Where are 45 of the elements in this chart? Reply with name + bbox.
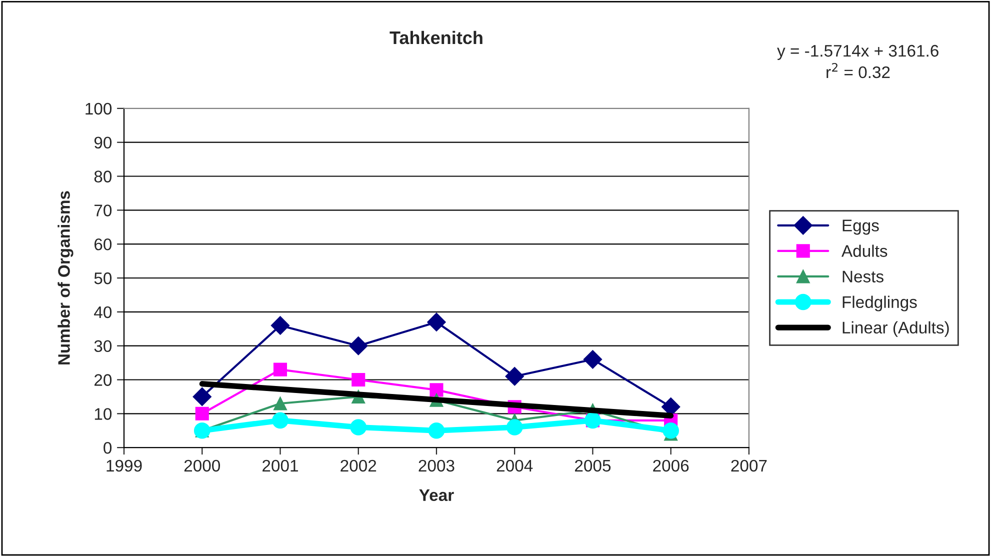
point <box>349 336 368 356</box>
text: y = -1.5714x + 3161.6 r$^{2}$ = 0.32 <box>777 44 938 78</box>
x-tick-label: 2006 <box>653 460 689 472</box>
y-tick-label: 30 <box>94 340 112 352</box>
x-tick-label: 2007 <box>731 460 767 472</box>
point <box>583 350 602 369</box>
point <box>428 422 445 439</box>
legend-label: Nests <box>842 270 884 282</box>
y-tick-label: 100 <box>86 102 112 115</box>
y-tick-label: 90 <box>94 136 112 149</box>
point <box>352 372 366 387</box>
point <box>273 362 288 376</box>
legend-label: Linear (Adults) <box>842 321 949 337</box>
chart-title: Tahkenitch <box>390 30 482 44</box>
y-tick-label: 10 <box>94 408 112 420</box>
x-tick-label: 1999 <box>106 460 142 472</box>
point <box>427 312 446 332</box>
point <box>272 412 288 429</box>
y-tick-label: 80 <box>94 170 112 182</box>
y-tick-label: 50 <box>94 272 112 284</box>
point <box>430 383 444 397</box>
point <box>273 396 288 410</box>
x-tick-label: 2004 <box>496 460 533 472</box>
point <box>192 387 212 406</box>
x-tick-label: 2005 <box>575 460 611 472</box>
x-axis-title: Year <box>419 489 454 502</box>
x-tick-label: 2002 <box>340 460 376 472</box>
y-tick-label: 60 <box>94 238 112 250</box>
legend-label: Adults <box>841 244 888 257</box>
y-axis-title: Number of Organisms <box>58 191 74 364</box>
x-tick-label: 2000 <box>184 460 220 472</box>
x-tick-label: 2001 <box>262 460 298 472</box>
legend-label: Fledglings <box>842 296 917 312</box>
point <box>195 406 209 420</box>
y-tick-label: 40 <box>94 306 112 318</box>
point <box>662 422 679 439</box>
point <box>270 316 290 335</box>
y-tick-label: 70 <box>94 204 112 216</box>
y-tick-label: 20 <box>94 374 112 386</box>
y-tick-label: 0 <box>104 442 112 454</box>
x-tick-label: 2003 <box>418 460 454 472</box>
point <box>505 367 524 386</box>
point <box>506 419 523 436</box>
legend-label: Eggs <box>842 220 879 235</box>
point <box>350 419 367 436</box>
